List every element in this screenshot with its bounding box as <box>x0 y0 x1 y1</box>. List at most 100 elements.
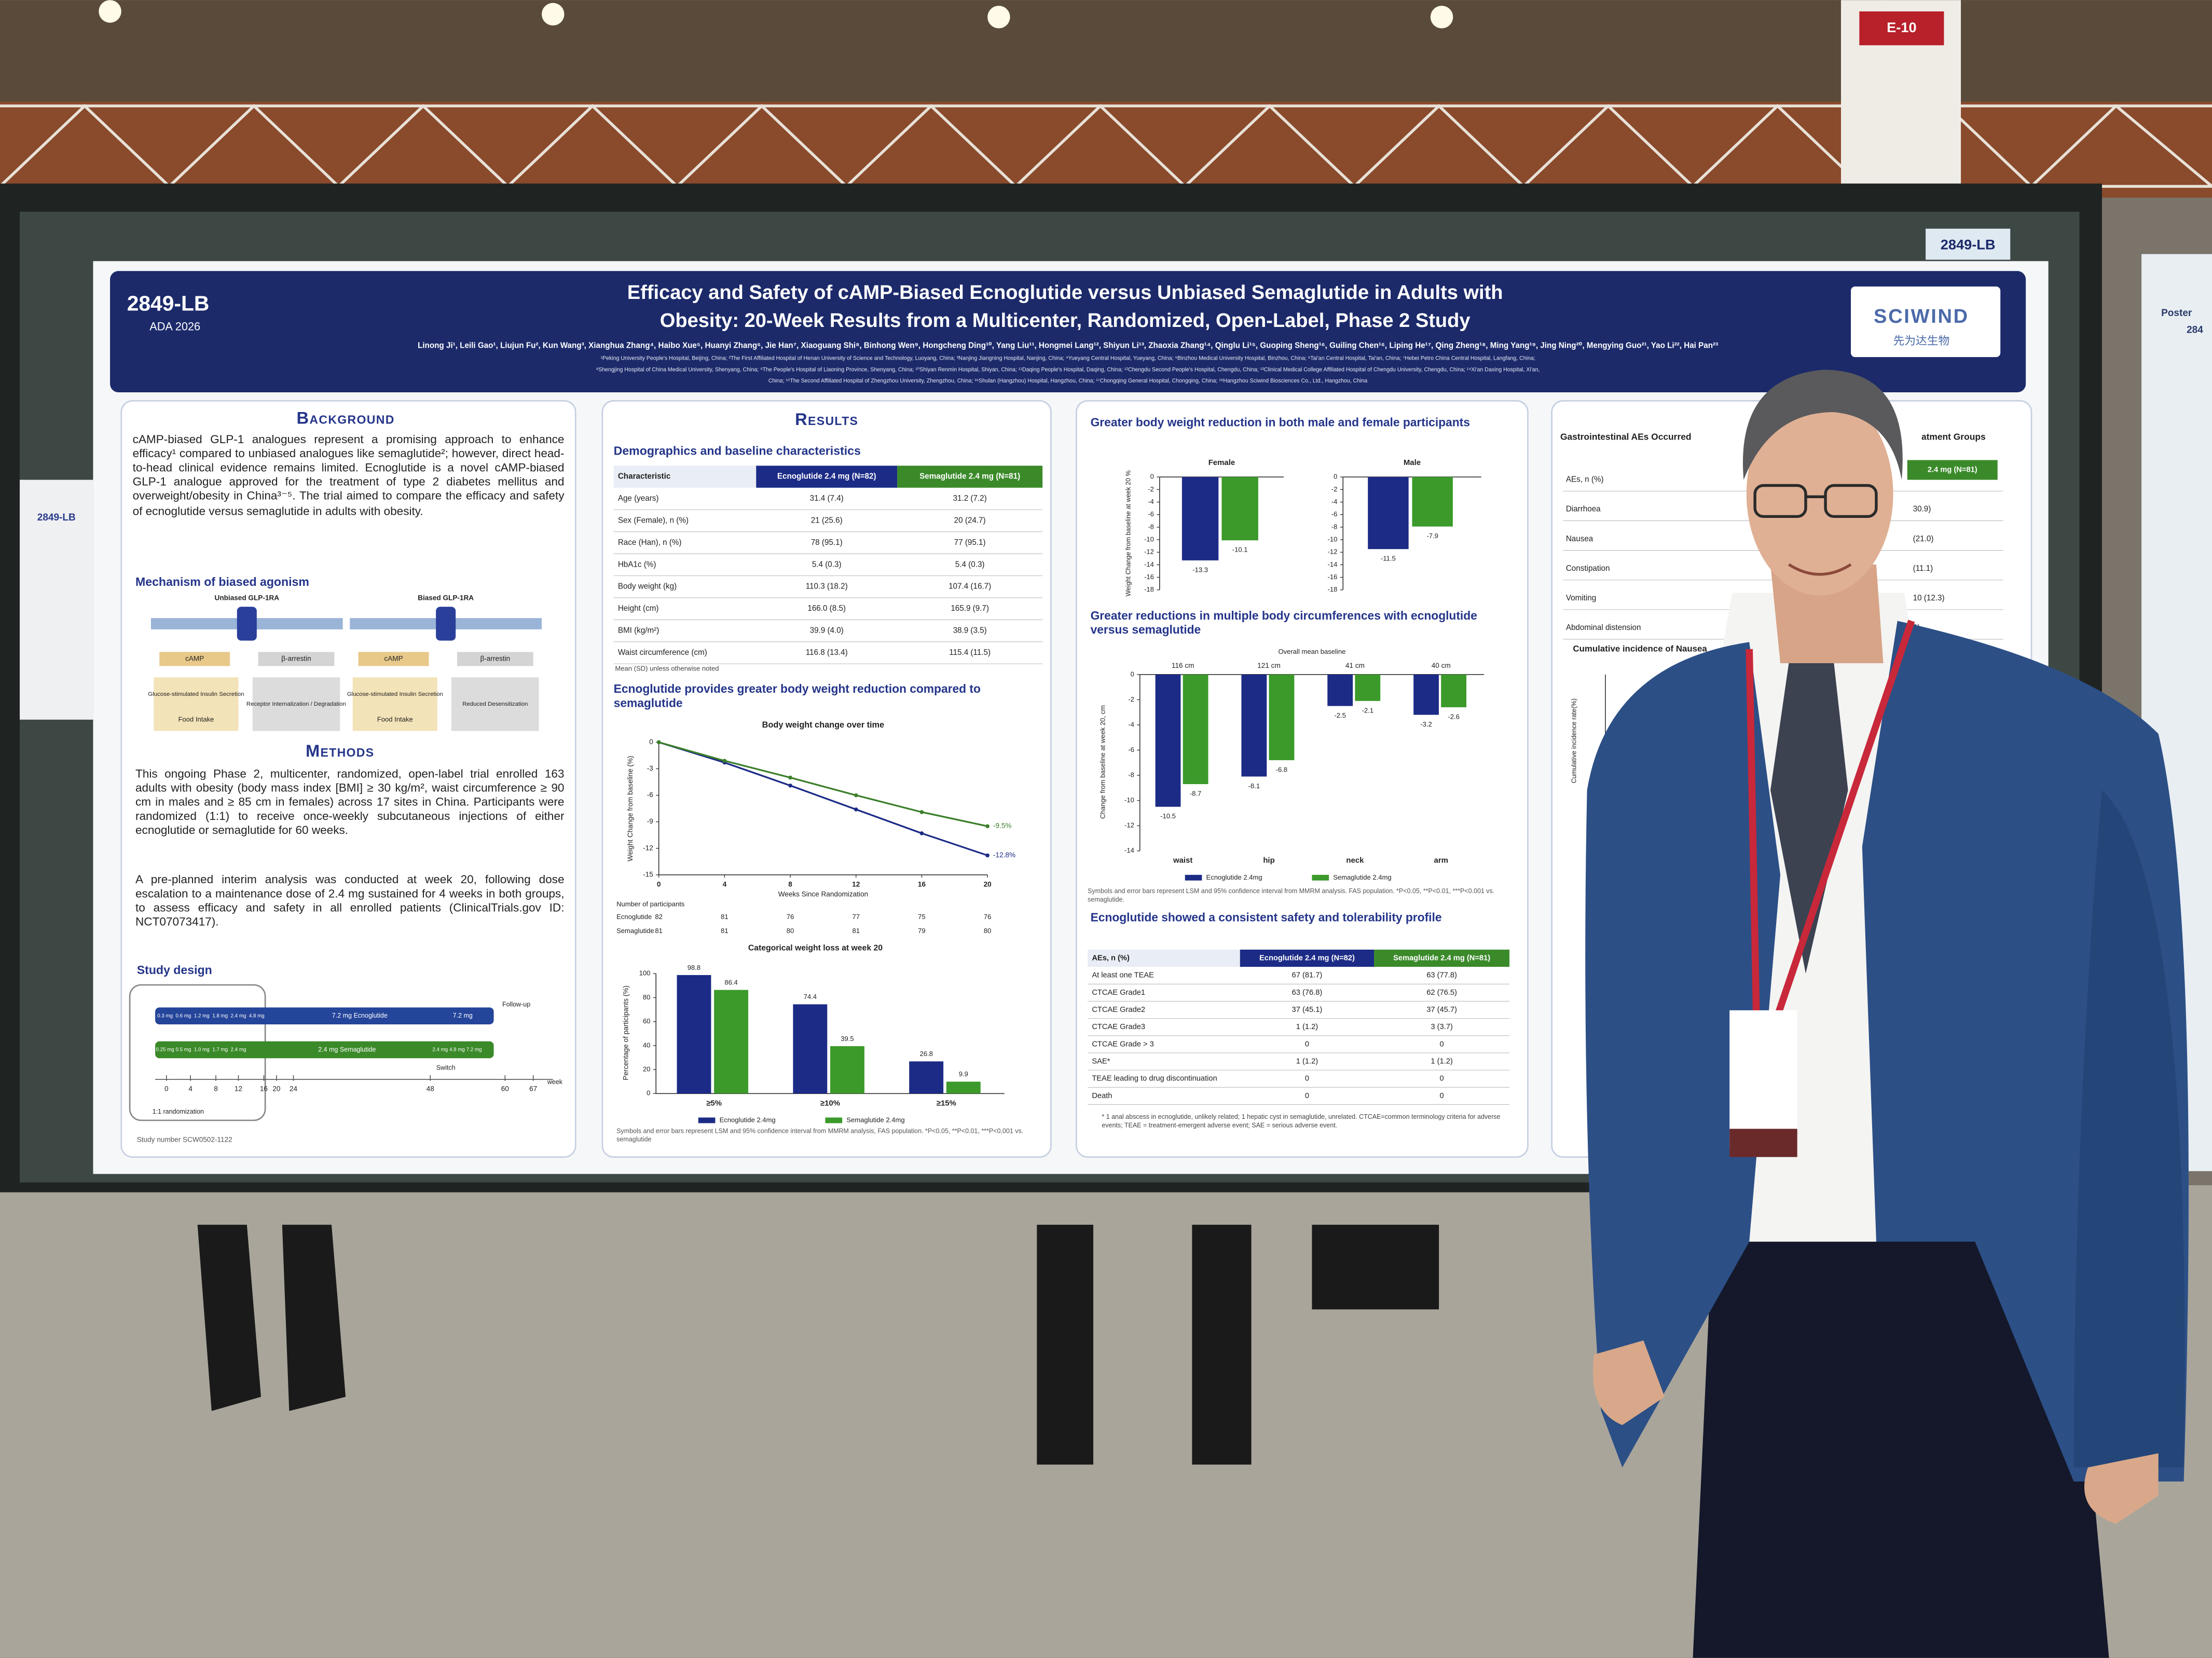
table-header-cell: Characteristic <box>618 472 671 481</box>
y-axis-label: Weight Change from baseline at week 20 % <box>1124 470 1132 596</box>
value-label: 86.4 <box>724 978 737 986</box>
y-tick-label: -6 <box>1148 510 1154 518</box>
diagram-label: Food Intake <box>178 715 214 723</box>
leg <box>1037 1225 1094 1465</box>
point <box>919 810 924 814</box>
table-cell: TEAE leading to drug discontinuation <box>1092 1075 1217 1083</box>
footnote: Symbols and error bars represent LSM and… <box>616 1127 1024 1143</box>
hand <box>2084 1453 2159 1524</box>
table-header-cell: Semaglutide 2.4 mg (N=81) <box>1393 954 1490 962</box>
category-label: Female <box>1208 458 1235 467</box>
y-tick-label: -12 <box>1328 548 1338 556</box>
authors: Linong Ji¹, Leili Gao¹, Liujun Fu², Kun … <box>418 341 1718 350</box>
baseline-label: 121 cm <box>1257 662 1281 669</box>
subheading-box: Ecnoglutide showed a consistent safety a… <box>1091 912 1442 924</box>
effect-box <box>451 677 539 731</box>
right-poster-title: Poster <box>2161 308 2192 319</box>
table-cell: AEs, n (%) <box>1566 475 1604 484</box>
legend-label: Ecnoglutide 2.4mg <box>1206 873 1262 881</box>
point <box>854 807 858 812</box>
y-tick-label: -10 <box>1124 796 1134 804</box>
table-header <box>1088 949 1240 967</box>
at-risk-label: Ecnoglutide <box>616 913 652 921</box>
value-label: 26.8 <box>919 1050 932 1058</box>
paragraph: This ongoing Phase 2, multicenter, rando… <box>135 766 565 838</box>
paragraph-box: This ongoing Phase 2, multicenter, rando… <box>135 766 565 838</box>
table-header <box>1374 949 1510 967</box>
bar <box>1183 674 1208 784</box>
logo-box <box>1851 286 2001 358</box>
poster-id: 2849-LB <box>127 291 210 315</box>
category-label: waist <box>1173 856 1192 865</box>
bar <box>1441 674 1467 707</box>
y-tick-label: 0 <box>1334 473 1337 481</box>
subheading-box: Ecnoglutide provides greater body weight… <box>614 683 981 709</box>
table-cell: 37 (45.7) <box>1426 1006 1457 1014</box>
table-cell: 1 (1.2) <box>1431 1057 1452 1065</box>
diagram-label: cAMP <box>185 654 204 662</box>
week-label: 48 <box>427 1085 434 1093</box>
table-cell: 5.4 (0.3) <box>955 560 985 569</box>
bar <box>1355 674 1381 701</box>
arm-label: 2.4 mg Semaglutide <box>318 1046 376 1053</box>
bar <box>677 975 711 1094</box>
diagram-label: Glucose-stimulated Insulin Secretion <box>148 691 244 697</box>
table-cell: 67 (81.7) <box>1292 971 1323 980</box>
x-tick-label: 20 <box>984 880 992 888</box>
table-cell: Race (Han), n (%) <box>618 538 682 547</box>
table-cell: 3 (3.7) <box>1431 1023 1452 1031</box>
diagram-label: β-arrestin <box>480 654 510 662</box>
jacket-left <box>1585 642 1781 1468</box>
table-cell: CTCAE Grade1 <box>1092 989 1145 997</box>
category-label: arm <box>1434 856 1448 865</box>
table-cell: CTCAE Grade3 <box>1092 1023 1145 1031</box>
at-risk-heading: Number of participants <box>616 900 685 908</box>
table-cell: 31.4 (7.4) <box>810 494 844 503</box>
bar <box>909 1061 944 1094</box>
table-cell: 0 <box>1439 1092 1444 1100</box>
table-cell: Body weight (kg) <box>618 582 677 591</box>
y-tick-label: -8 <box>1331 523 1338 530</box>
table-cell: Waist circumference (cm) <box>618 648 707 657</box>
y-tick-label: -14 <box>1124 846 1134 854</box>
bar <box>714 990 749 1094</box>
light <box>542 3 565 26</box>
point <box>788 775 792 780</box>
category-label: ≥15% <box>937 1099 956 1107</box>
subheading: atment Groups <box>1921 432 1986 442</box>
subheading-box: Greater reductions in multiple body circ… <box>1091 610 1477 636</box>
at-risk-count: 81 <box>852 927 860 935</box>
value-label: -10.1 <box>1232 546 1248 554</box>
diagram-label: Unbiased GLP-1RA <box>215 594 280 602</box>
glasses <box>1753 484 1878 518</box>
value-label: -3.2 <box>1420 720 1432 728</box>
point <box>854 793 858 798</box>
table-header <box>1240 949 1375 967</box>
table-cell: 78 (95.1) <box>811 538 843 547</box>
series-line <box>658 741 988 856</box>
bar <box>1241 674 1267 777</box>
table-cell: SAE* <box>1092 1057 1110 1065</box>
subheading-box: Greater body weight reduction in both ma… <box>1091 416 1470 429</box>
poster-title: Efficacy and Safety of cAMP-Biased Ecnog… <box>627 282 1503 304</box>
affiliations: ⁸Shengjing Hospital of China Medical Uni… <box>596 366 1540 373</box>
background-people <box>197 1225 1439 1465</box>
dose-step: 4.8 mg <box>249 1013 265 1019</box>
value-label: -9.5% <box>993 822 1011 830</box>
table-cell: 39.9 (4.0) <box>810 626 844 635</box>
table-cell: 0 <box>1305 1075 1309 1083</box>
section-heading: Methods <box>306 741 375 760</box>
dose-step: 2.4 mg <box>231 1047 246 1053</box>
paragraph-box: cAMP-biased GLP-1 analogues represent a … <box>133 432 565 517</box>
at-risk-count: 81 <box>721 913 729 921</box>
table-header <box>1907 460 1998 480</box>
y-tick-label: -8 <box>1148 523 1154 530</box>
diagram-label: Glucose-stimulated Insulin Secretion <box>347 691 443 697</box>
at-risk-count: 76 <box>984 913 992 921</box>
table-cell: 110.3 (18.2) <box>806 582 848 591</box>
dose-step: 0.6 mg <box>176 1013 191 1019</box>
y-tick-label: -15 <box>643 870 653 878</box>
table-cell: 1 (1.2) <box>1296 1057 1318 1065</box>
value-label: -2.1 <box>1362 706 1373 714</box>
hair <box>1742 369 1903 480</box>
